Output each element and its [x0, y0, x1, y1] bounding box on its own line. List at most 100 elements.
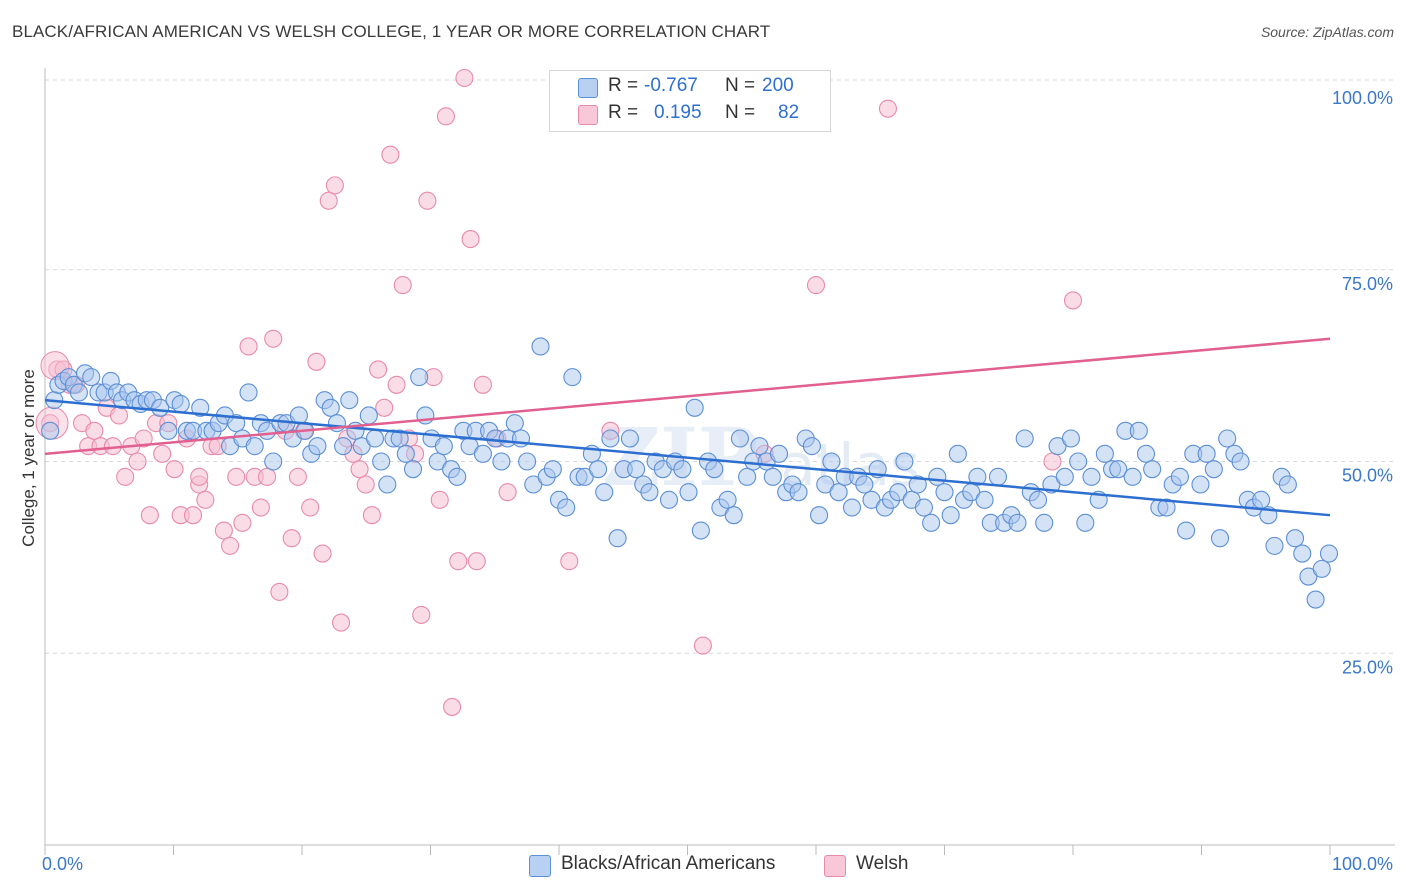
- welsh-point: [362, 506, 381, 525]
- black-point: [1204, 460, 1223, 479]
- black-point: [308, 437, 327, 456]
- x-tick-label: 100.0%: [1332, 854, 1393, 874]
- black-point: [769, 444, 789, 463]
- y-axis-label: College, 1 year or more: [19, 369, 38, 547]
- welsh-point: [332, 613, 351, 632]
- black-point: [922, 513, 941, 532]
- welsh-point: [430, 490, 449, 509]
- black-point: [1008, 513, 1027, 532]
- welsh-point: [288, 467, 307, 486]
- black-point: [941, 506, 960, 525]
- welsh-point: [473, 375, 492, 394]
- black-point: [543, 460, 562, 479]
- black-point: [691, 521, 710, 540]
- black-point: [895, 452, 914, 471]
- legend-n-label: N =: [725, 102, 756, 123]
- welsh-point: [85, 421, 104, 440]
- black-point: [1252, 490, 1271, 509]
- black-point: [264, 452, 283, 471]
- black-point: [1109, 460, 1128, 479]
- welsh-point: [196, 490, 215, 509]
- black-point: [928, 467, 947, 486]
- black-point: [1306, 590, 1325, 609]
- black-point: [378, 475, 397, 494]
- black-point: [1231, 452, 1250, 471]
- welsh-trend-line: [44, 337, 1331, 456]
- black-point: [1048, 437, 1067, 456]
- legend-r-label: R =: [608, 102, 639, 123]
- welsh-point: [214, 521, 233, 540]
- black-point: [321, 398, 340, 417]
- legend-n-label: N =: [725, 75, 756, 96]
- welsh-point: [412, 605, 431, 624]
- black-point: [673, 460, 692, 479]
- black-point: [627, 460, 646, 479]
- welsh-point: [461, 230, 480, 249]
- black-point: [505, 414, 524, 433]
- y-tick-label: 25.0%: [1342, 657, 1393, 677]
- legend-row-pink: R = 0.195 N = 82: [550, 100, 830, 126]
- black-point: [608, 529, 627, 548]
- black-point: [730, 429, 749, 448]
- welsh-point: [418, 191, 437, 210]
- black-point: [403, 460, 423, 479]
- black-point: [1278, 475, 1297, 494]
- black-point: [1197, 444, 1216, 463]
- legend-r-value: 0.195: [654, 102, 702, 123]
- black-point: [531, 337, 550, 356]
- black-point: [334, 437, 353, 456]
- black-point: [1218, 429, 1237, 448]
- black-point: [763, 467, 782, 486]
- black-point: [1123, 467, 1142, 486]
- black-trend-line: [44, 398, 1331, 517]
- welsh-point: [165, 460, 184, 479]
- welsh-point: [369, 360, 388, 379]
- black-point: [1055, 467, 1074, 486]
- welsh-point: [381, 145, 400, 164]
- black-point: [575, 467, 594, 486]
- axes: [44, 68, 1395, 855]
- legend-swatch-pink: [578, 105, 598, 125]
- legend-label-welsh: Welsh: [856, 853, 909, 874]
- black-point: [1136, 444, 1156, 463]
- black-point: [1299, 567, 1318, 586]
- black-point: [816, 475, 835, 494]
- black-point: [988, 467, 1008, 486]
- black-point: [1069, 452, 1088, 471]
- x-tick-label: 0.0%: [42, 854, 83, 874]
- black-point: [1285, 529, 1305, 548]
- black-point: [1061, 429, 1080, 448]
- legend-swatch-welsh: [824, 855, 846, 877]
- black-point: [524, 475, 543, 494]
- black-point: [822, 452, 841, 471]
- welsh-point: [350, 460, 369, 479]
- black-point: [1170, 467, 1189, 486]
- black-point: [1143, 460, 1162, 479]
- welsh-point: [375, 398, 394, 417]
- black-point: [855, 475, 874, 494]
- welsh-point: [227, 467, 246, 486]
- black-point: [862, 490, 881, 509]
- welsh-point: [264, 329, 283, 348]
- black-point: [82, 368, 101, 387]
- black-point: [738, 467, 757, 486]
- welsh-point: [257, 467, 277, 486]
- black-point: [789, 483, 808, 502]
- black-point: [889, 483, 908, 502]
- welsh-point: [239, 337, 258, 356]
- black-point: [975, 490, 994, 509]
- series-legend: Blacks/African Americans Welsh: [0, 852, 1406, 878]
- black-point: [365, 429, 385, 448]
- welsh-point: [467, 552, 486, 571]
- welsh-points: [35, 68, 1083, 716]
- welsh-point: [455, 68, 474, 88]
- black-point: [492, 452, 511, 471]
- black-point: [802, 437, 821, 456]
- black-point: [171, 394, 190, 414]
- welsh-point: [560, 552, 579, 571]
- black-point: [679, 483, 698, 502]
- black-point: [908, 475, 927, 494]
- welsh-point: [282, 529, 301, 548]
- black-point: [434, 437, 453, 456]
